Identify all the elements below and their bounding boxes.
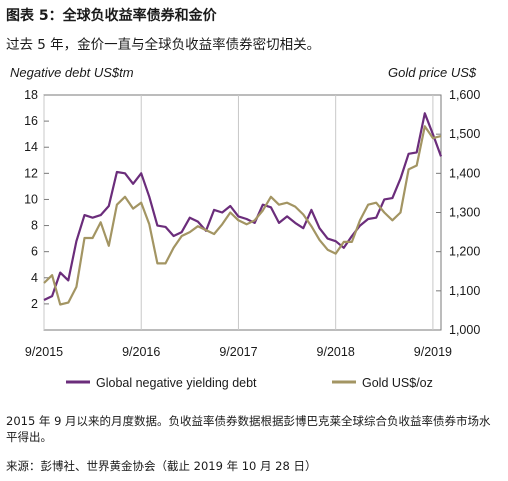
figure-subtitle: 过去 5 年，金价一直与全球负收益率债券密切相关。 <box>6 37 321 53</box>
figure-note: 2015 年 9 月以来的月度数据。负收益率债券数据根据彭博巴克莱全球综合负收益… <box>6 414 491 444</box>
left-tick-label: 6 <box>31 245 38 259</box>
x-tick-label: 9/2016 <box>122 345 160 359</box>
right-tick-label: 1,200 <box>449 245 480 259</box>
x-tick-label: 9/2017 <box>219 345 257 359</box>
legend-label-gold: Gold US$/oz <box>362 376 433 390</box>
legend: Global negative yielding debt Gold US$/o… <box>66 376 433 390</box>
left-axis-title: Negative debt US$tm <box>10 65 134 80</box>
left-tick-label: 18 <box>24 88 38 102</box>
right-tick-label: 1,500 <box>449 127 480 141</box>
right-tick-label: 1,600 <box>449 88 480 102</box>
right-tick-label: 1,100 <box>449 284 480 298</box>
left-tick-label: 14 <box>24 140 38 154</box>
left-tick-label: 10 <box>24 192 38 206</box>
right-tick-label: 1,000 <box>449 323 480 337</box>
x-tick-label: 9/2018 <box>317 345 355 359</box>
left-tick-label: 4 <box>31 271 38 285</box>
x-tick-label: 9/2019 <box>414 345 452 359</box>
chart: Negative debt US$tm Gold price US$ 2 4 6 8 1… <box>10 65 480 390</box>
left-tick-label: 2 <box>31 297 38 311</box>
series-lines <box>43 112 443 306</box>
left-tick-label: 12 <box>24 166 38 180</box>
left-tick-label: 16 <box>24 114 38 128</box>
right-tick-label: 1,300 <box>449 206 480 220</box>
series-line-gold <box>43 125 442 306</box>
series-line-negative-debt <box>43 112 443 301</box>
legend-label-negative-debt: Global negative yielding debt <box>96 376 257 390</box>
figure-title: 图表 5：全球负收益率债券和金价 <box>6 8 217 24</box>
right-axis-title: Gold price US$ <box>388 65 477 80</box>
figure-source: 来源：彭博社、世界黄金协会（截止 2019 年 10 月 28 日） <box>6 459 317 473</box>
axis-ticks: 2 4 6 8 10 12 14 16 18 1,000 1,100 1,200 1,300 1,400 1… <box>24 88 480 359</box>
right-tick-label: 1,400 <box>449 166 480 180</box>
x-tick-label: 9/2015 <box>25 345 63 359</box>
left-tick-label: 8 <box>31 219 38 233</box>
